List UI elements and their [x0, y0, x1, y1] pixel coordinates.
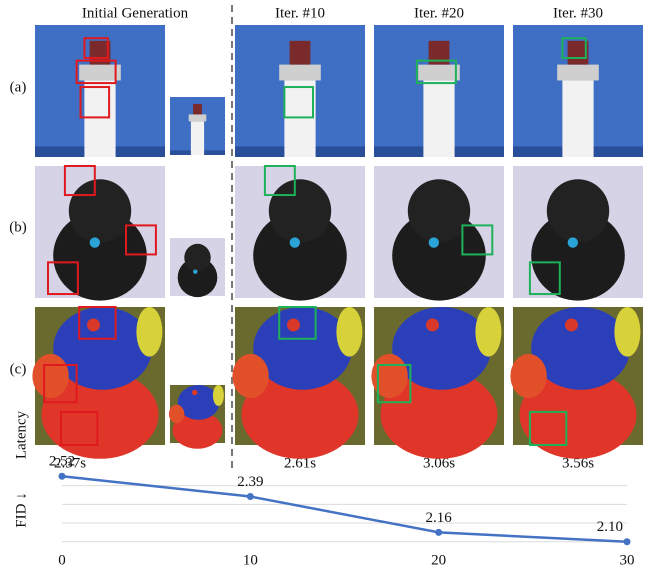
tower	[284, 80, 315, 157]
value-label: 2.10	[597, 519, 623, 535]
parrot-beak	[32, 354, 68, 398]
column-header: Iter. #20	[414, 5, 464, 21]
x-tick-label: 10	[243, 552, 258, 568]
tower	[84, 80, 115, 157]
parrot-eye	[87, 318, 100, 331]
value-label: 2.39	[237, 474, 263, 490]
row-label: (a)	[10, 79, 27, 95]
dog-head	[69, 179, 131, 242]
parrot-eye	[426, 318, 439, 331]
dog-head	[408, 179, 470, 242]
collar-tag	[429, 237, 439, 247]
x-tick-label: 0	[58, 552, 66, 568]
collar-tag	[568, 237, 578, 247]
parrot-yellow	[213, 385, 224, 406]
gallery	[418, 65, 460, 81]
lantern	[290, 41, 311, 65]
column-header: Iter. #10	[275, 5, 325, 21]
x-tick-label: 30	[620, 552, 635, 568]
lantern	[193, 104, 202, 114]
parrot-beak	[371, 354, 407, 398]
dog-head	[547, 179, 609, 242]
row-label: (c)	[10, 361, 27, 377]
parrot-beak	[169, 405, 184, 424]
column-header: Initial Generation	[82, 5, 189, 21]
dog-head	[269, 179, 331, 242]
gallery	[279, 65, 321, 81]
figure: Initial Generation Iter. #10 Iter. #20 I…	[0, 0, 655, 571]
collar-tag	[290, 237, 300, 247]
y-axis-label: FID ↓	[13, 492, 29, 527]
parrot-beak	[232, 354, 268, 398]
fid-point	[435, 529, 442, 536]
latency-label: Latency	[13, 410, 29, 459]
fid-point	[624, 538, 631, 545]
value-label: 2.16	[426, 510, 453, 526]
parrot-yellow	[336, 307, 362, 357]
fid-point	[247, 493, 254, 500]
gallery	[557, 65, 599, 81]
gallery	[189, 114, 207, 121]
tower	[191, 121, 204, 155]
parrot-eye	[287, 318, 300, 331]
parrot-yellow	[136, 307, 162, 357]
column-header: Iter. #30	[553, 5, 603, 21]
collar-tag	[193, 269, 197, 273]
gallery	[79, 65, 121, 81]
parrot-eye	[565, 318, 578, 331]
value-label: 2.52	[49, 454, 75, 470]
parrot-beak	[510, 354, 546, 398]
fid-point	[59, 473, 66, 480]
parrot-eye	[192, 390, 198, 396]
tower	[423, 80, 454, 157]
tower	[562, 80, 593, 157]
collar-tag	[90, 237, 100, 247]
parrot-yellow	[614, 307, 640, 357]
dog-head	[184, 244, 210, 272]
row-label: (b)	[9, 219, 27, 235]
parrot-yellow	[475, 307, 501, 357]
x-tick-label: 20	[431, 552, 446, 568]
